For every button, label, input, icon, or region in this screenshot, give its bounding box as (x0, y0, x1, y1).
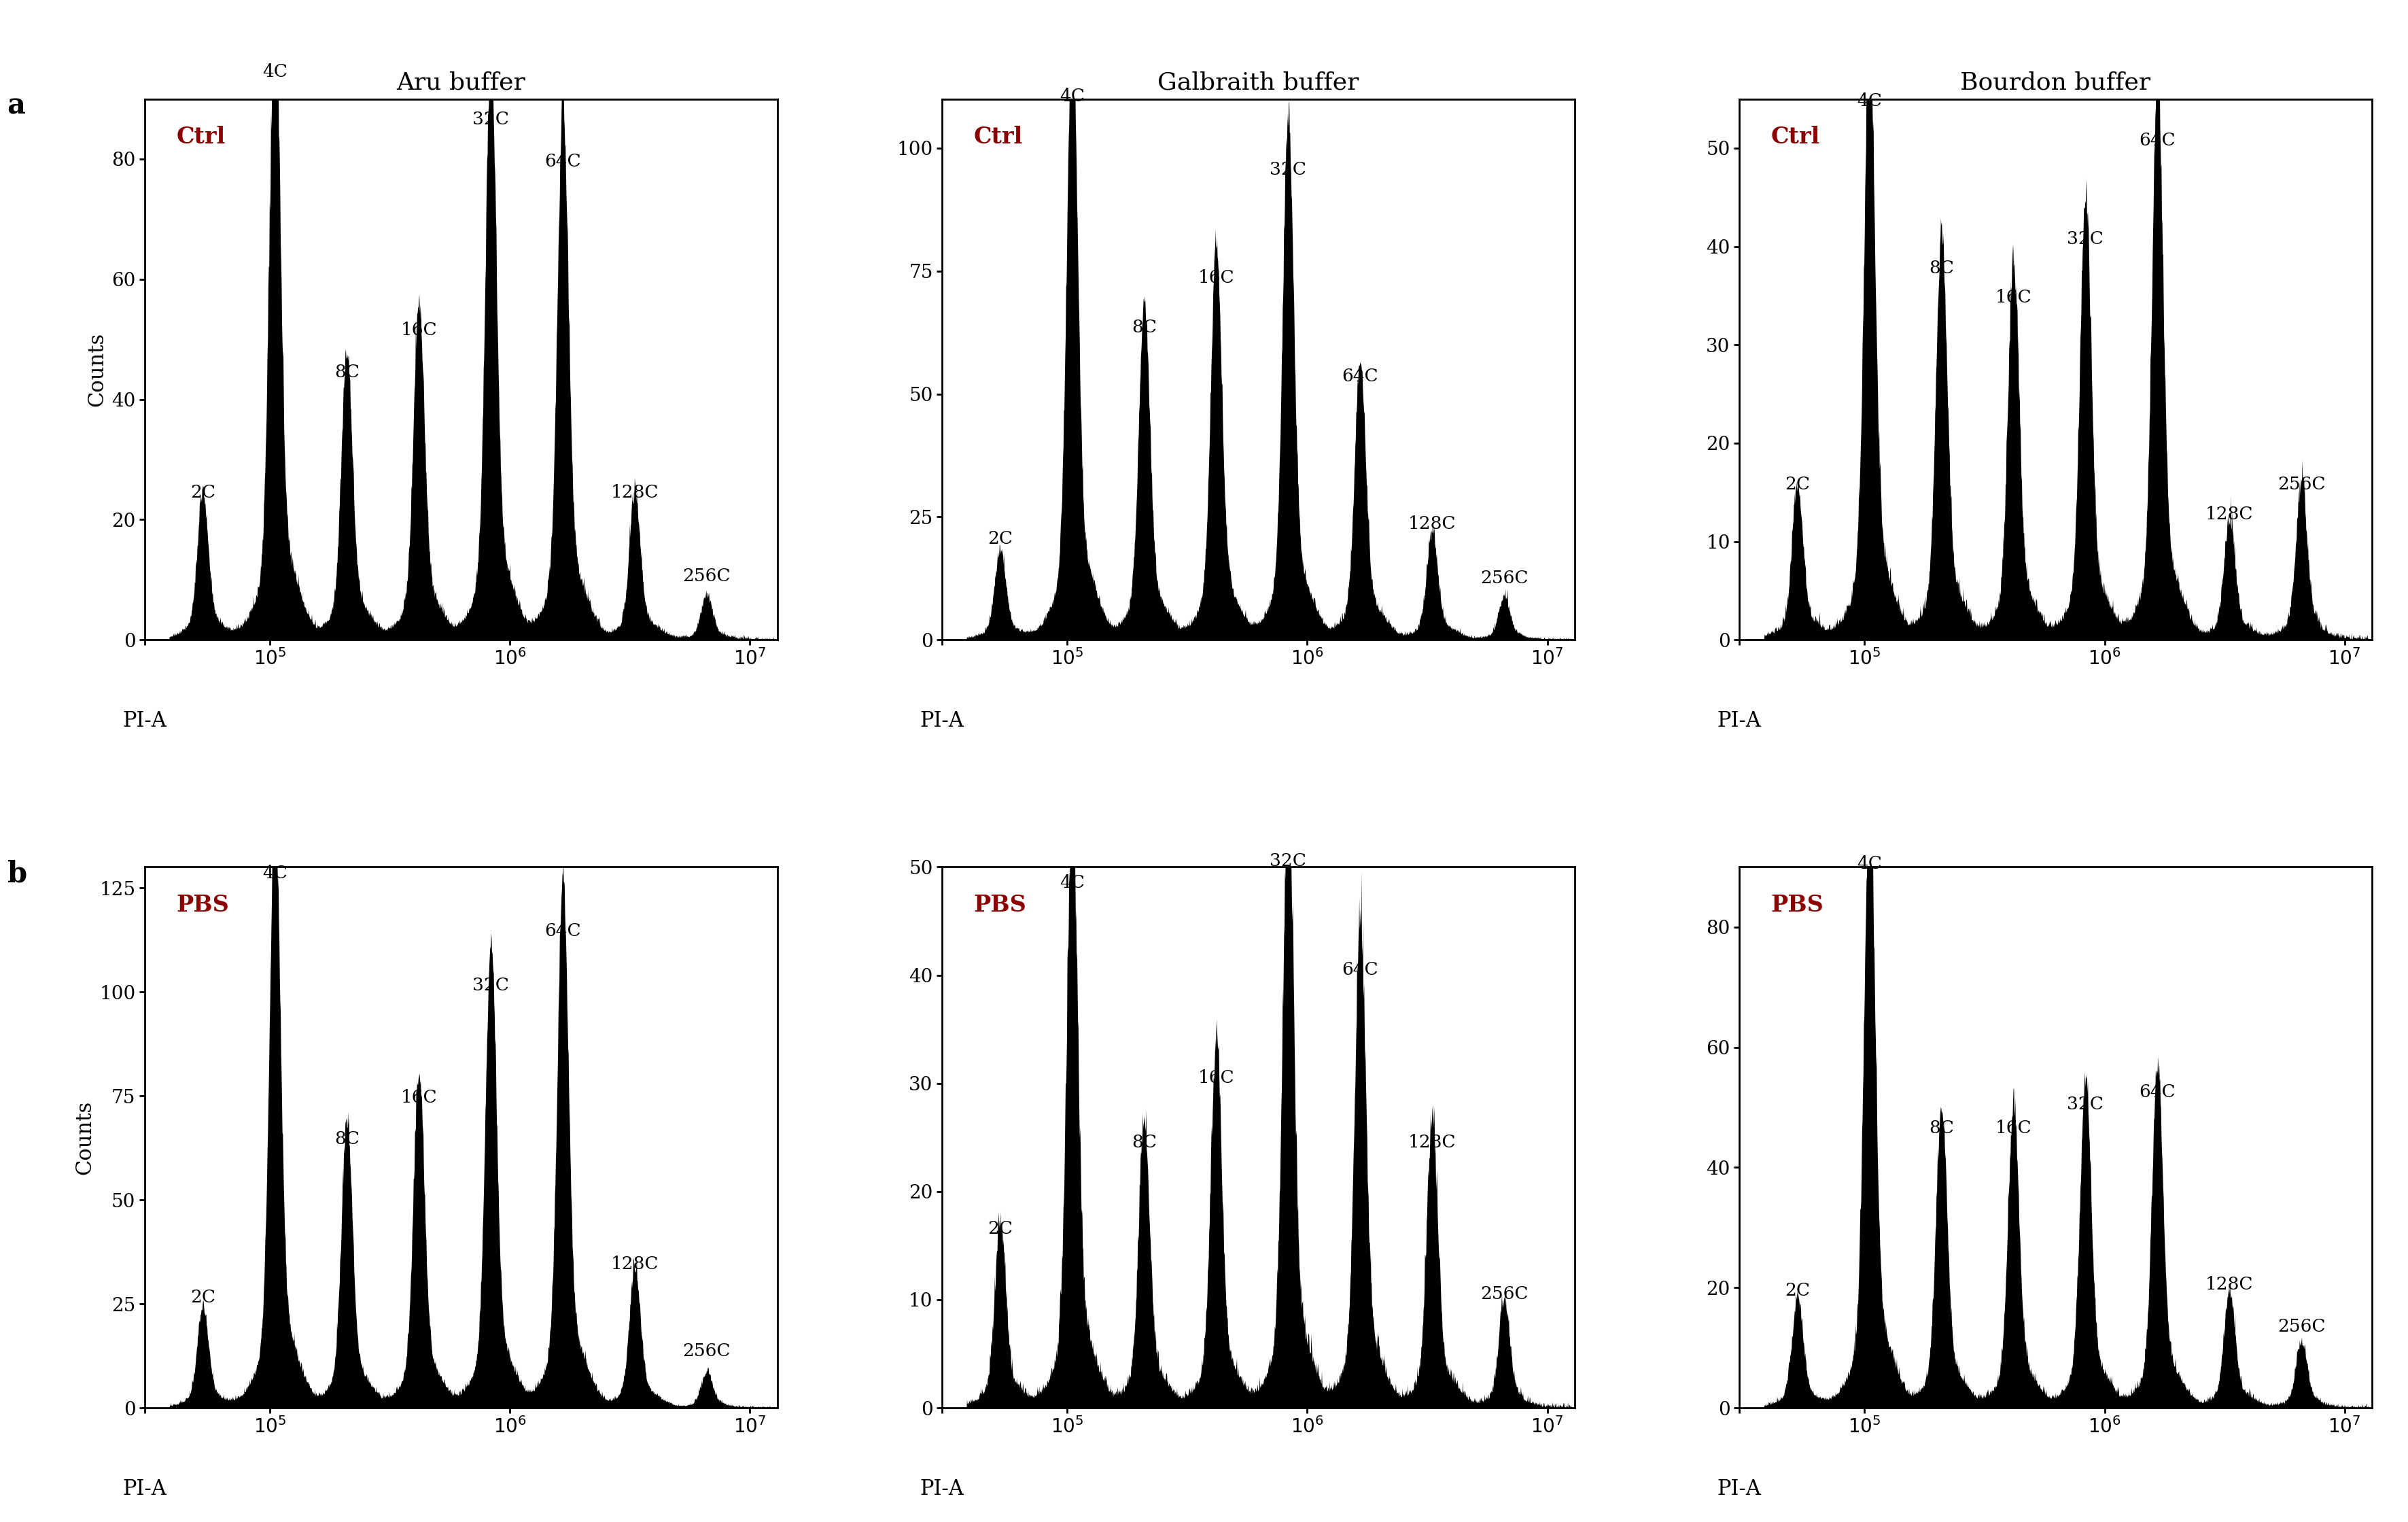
Text: 8C: 8C (1132, 1134, 1156, 1151)
Text: 16C: 16C (1996, 1120, 2032, 1137)
Text: PI-A: PI-A (123, 1478, 166, 1499)
Text: 8C: 8C (335, 364, 359, 380)
Text: 2C: 2C (190, 484, 214, 501)
Text: 8C: 8C (1929, 1120, 1953, 1137)
Text: 8C: 8C (1132, 318, 1156, 336)
Text: 8C: 8C (335, 1131, 359, 1148)
Text: 128C: 128C (2206, 505, 2254, 522)
Text: 32C: 32C (2066, 1096, 2105, 1113)
Text: 4C: 4C (1857, 855, 1883, 872)
Text: 8C: 8C (1929, 260, 1953, 277)
Text: PI-A: PI-A (920, 1478, 963, 1499)
Text: PBS: PBS (176, 893, 229, 916)
Text: Ctrl: Ctrl (973, 126, 1023, 149)
Text: 64C: 64C (544, 154, 580, 170)
Text: 128C: 128C (1409, 516, 1457, 533)
Text: PI-A: PI-A (1717, 711, 1760, 731)
Text: 16C: 16C (400, 1090, 436, 1106)
Text: 2C: 2C (190, 1289, 214, 1306)
Text: 4C: 4C (1060, 874, 1084, 892)
Text: 4C: 4C (1857, 93, 1883, 110)
Text: 128C: 128C (612, 1256, 660, 1272)
Text: 128C: 128C (2206, 1275, 2254, 1292)
Text: 256C: 256C (684, 1342, 730, 1359)
Text: Ctrl: Ctrl (1770, 126, 1820, 149)
Text: PI-A: PI-A (1717, 1478, 1760, 1499)
Text: 2C: 2C (1784, 476, 1811, 493)
Text: 2C: 2C (987, 1221, 1014, 1237)
Text: 64C: 64C (1341, 960, 1377, 977)
Title: Galbraith buffer: Galbraith buffer (1158, 72, 1358, 94)
Text: a: a (7, 91, 26, 120)
Text: 32C: 32C (2066, 230, 2105, 247)
Text: 64C: 64C (2138, 132, 2174, 149)
Text: 128C: 128C (1409, 1134, 1457, 1151)
Text: PI-A: PI-A (920, 711, 963, 731)
Text: 64C: 64C (1341, 368, 1377, 385)
Text: 16C: 16C (1996, 289, 2032, 306)
Text: PBS: PBS (1770, 893, 1823, 916)
Title: Bourdon buffer: Bourdon buffer (1960, 72, 2150, 94)
Text: 64C: 64C (544, 922, 580, 939)
Text: 32C: 32C (1269, 161, 1308, 178)
Y-axis label: Counts: Counts (87, 332, 108, 406)
Text: 256C: 256C (2278, 476, 2326, 493)
Text: 256C: 256C (1481, 569, 1529, 586)
Text: 256C: 256C (1481, 1286, 1529, 1303)
Text: 4C: 4C (1060, 88, 1084, 105)
Y-axis label: Counts: Counts (75, 1100, 96, 1175)
Text: 16C: 16C (1197, 269, 1235, 286)
Text: Ctrl: Ctrl (176, 126, 226, 149)
Text: 64C: 64C (2138, 1084, 2174, 1100)
Text: 32C: 32C (472, 977, 508, 994)
Text: 16C: 16C (400, 321, 436, 338)
Text: 4C: 4C (262, 62, 287, 81)
Text: 128C: 128C (612, 484, 660, 501)
Text: 32C: 32C (1269, 852, 1308, 869)
Title: Aru buffer: Aru buffer (397, 72, 525, 94)
Text: 2C: 2C (987, 530, 1014, 546)
Text: b: b (7, 860, 26, 887)
Text: 4C: 4C (262, 864, 287, 881)
Text: 256C: 256C (2278, 1318, 2326, 1335)
Text: 2C: 2C (1784, 1282, 1811, 1298)
Text: PBS: PBS (973, 893, 1026, 916)
Text: 32C: 32C (472, 111, 508, 128)
Text: 256C: 256C (684, 568, 730, 584)
Text: PI-A: PI-A (123, 711, 166, 731)
Text: 16C: 16C (1197, 1068, 1235, 1087)
